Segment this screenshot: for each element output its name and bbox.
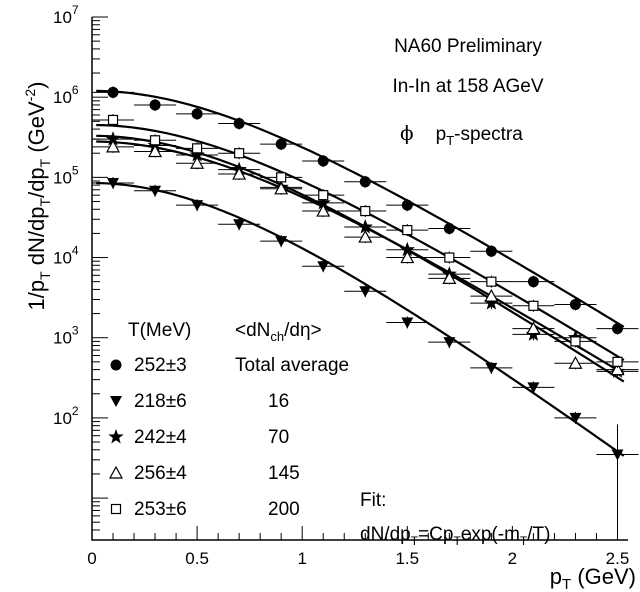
data-point-circle [134,98,177,111]
data-point-square-open [386,224,429,237]
x-tick-label: 2.5 [606,549,630,568]
legend-temperature: 252±3 [134,355,187,376]
data-point-circle [428,222,471,235]
x-tick-label: 2 [508,549,517,568]
x-tick-label: 1.5 [395,549,419,568]
axes: 0 0.5 1 1.5 2 2.5 102 103 104 105 106 107 [53,3,629,568]
legend-temperature: 256±4 [134,463,187,484]
data-points [92,86,639,538]
y-axis-label: 1/pT dN/dpT/dpT (GeV-2) [22,82,53,311]
legend-marker-circle [110,359,122,371]
data-point-square-open [92,113,135,126]
data-point-circle [512,275,555,288]
data-point-triangle-open [554,356,597,370]
legend-temperature: 253±6 [134,499,187,520]
legend-marker-square-open [110,503,122,515]
data-point-triangle-open [176,155,219,170]
data-point-square-open [344,205,387,218]
spectra-annotation: ϕ pT-spectra [400,121,523,148]
data-point-triangle-open [596,362,639,376]
axis-frame [91,17,628,541]
data-point-triangle-down [176,199,219,212]
data-point-triangle-open [134,144,177,158]
data-point-square-open [512,299,555,312]
data-point-triangle-open [344,229,387,244]
fit-label: Fit: [360,490,386,511]
legend: T(MeV) <dNch/dη> 252±3 Total average 218±6… [108,320,349,520]
data-point-circle [176,107,219,120]
y-tick-label: 102 [53,404,79,428]
x-axis-label: pT (GeV) [550,564,636,592]
legend-header-temperature: T(MeV) [128,320,191,341]
data-point-triangle-open [386,250,429,264]
data-point-triangle-open [470,288,513,303]
data-point-circle [344,175,387,188]
data-point-circle [92,86,135,99]
y-tick-label: 103 [53,324,79,348]
data-point-triangle-down [302,260,345,273]
data-point-triangle-down [218,218,261,231]
x-tick-label: 0.5 [185,549,209,568]
data-point-square-open [176,142,219,155]
legend-marker-triangle-down [110,396,122,407]
data-point-triangle-open [428,271,471,285]
fit-formula: dN/dpT=CpTexp(-mT/T) [360,524,550,548]
data-point-triangle-down [134,184,177,197]
data-point-triangle-down [92,177,135,190]
data-point-circle [218,117,261,130]
data-point-triangle-down [554,411,597,424]
y-tick-label: 105 [53,163,79,187]
legend-marker-triangle-open [108,465,124,479]
x-tick-label: 1 [297,549,306,568]
legend-temperature: 218±6 [134,391,187,412]
y-tick-label: 107 [53,3,79,27]
data-point-square-open [302,189,345,202]
data-point-square-open [596,355,639,368]
data-point-square-open [428,251,471,264]
legend-header-multiplicity: <dNch/dη> [235,320,322,344]
data-point-square-open [470,275,513,288]
data-point-triangle-open [302,203,345,218]
chart-subtitle: In-In at 158 AGeV [392,76,543,97]
data-point-circle [470,245,513,258]
legend-multiplicity: 145 [268,463,300,484]
y-tick-label: 104 [53,244,79,268]
x-tick-label: 0 [87,549,96,568]
fit-curve-triangle-down [96,181,625,457]
data-point-triangle-down [386,316,429,329]
data-point-circle [386,199,429,212]
data-point-triangle-open [512,321,555,335]
data-point-triangle-down [512,381,555,394]
data-point-circle [260,138,303,151]
data-point-triangle-open [218,166,261,181]
data-point-circle [596,322,639,335]
fit-curve-circle [96,89,625,328]
data-point-square-open [554,335,597,348]
data-point-square-open [134,134,177,147]
data-point-circle [302,154,345,167]
data-point-triangle-down [260,235,303,248]
fit-curve-star [96,134,625,383]
data-point-triangle-open [260,181,303,195]
data-point-square-open [218,147,261,160]
data-point-triangle-down [428,336,471,349]
legend-temperature: 242±4 [134,427,187,448]
legend-multiplicity: 70 [268,427,289,448]
data-point-triangle-down [470,361,513,374]
legend-multiplicity: 200 [268,499,300,520]
legend-marker-star [108,429,124,444]
data-point-circle [554,298,597,311]
data-point-triangle-down [344,285,387,298]
chart-title: NA60 Preliminary [394,36,542,57]
y-tick-label: 106 [53,83,79,107]
legend-multiplicity: Total average [235,355,349,376]
data-point-square-open [260,171,303,184]
legend-multiplicity: 16 [268,391,289,412]
data-point-triangle-open [92,139,135,153]
